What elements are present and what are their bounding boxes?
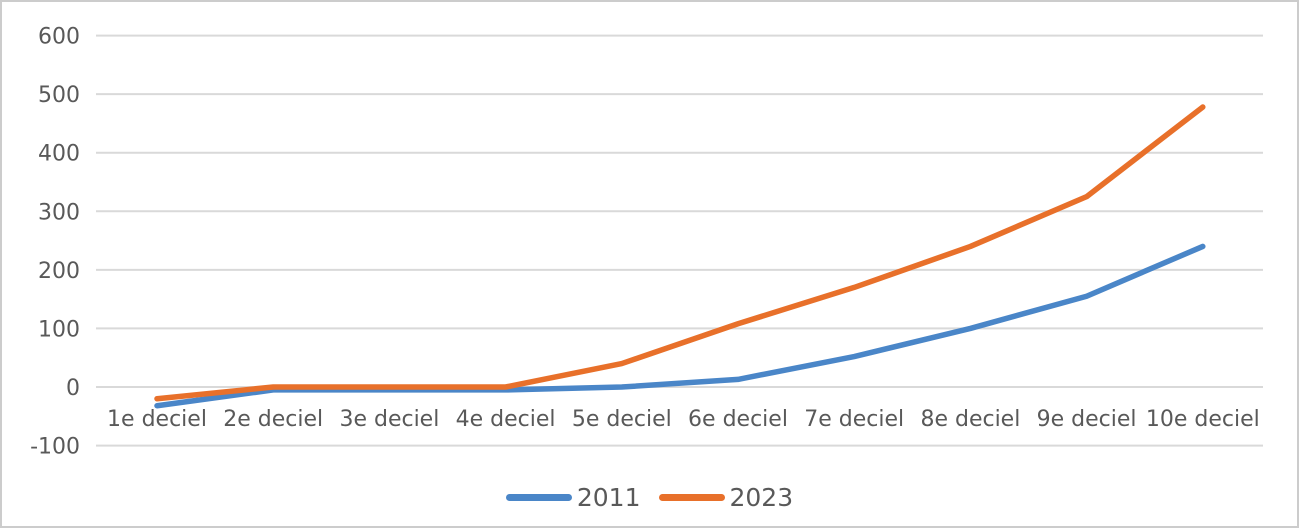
x-category-label: 1e deciel — [107, 407, 207, 432]
y-tick-label: 0 — [66, 376, 80, 401]
y-tick-label: 600 — [38, 25, 80, 50]
y-tick-label: 400 — [38, 142, 80, 167]
y-tick-label: -100 — [30, 435, 80, 460]
x-category-label: 7e deciel — [804, 407, 904, 432]
x-category-label: 4e deciel — [456, 407, 556, 432]
y-tick-label: 200 — [38, 259, 80, 284]
x-category-label: 2e deciel — [223, 407, 323, 432]
x-category-label: 8e deciel — [920, 407, 1020, 432]
legend-line-swatch-2011 — [505, 494, 572, 501]
y-tick-label: 100 — [38, 317, 80, 342]
x-category-label: 5e deciel — [572, 407, 672, 432]
x-category-label: 9e deciel — [1037, 407, 1137, 432]
x-category-label: 10e deciel — [1146, 407, 1260, 432]
x-category-label: 3e deciel — [339, 407, 439, 432]
legend-label-2023: 2023 — [729, 483, 794, 512]
legend-line-swatch-2023 — [658, 494, 725, 501]
legend: 2011 2023 — [2, 485, 1297, 510]
series-line-2011[interactable] — [154, 243, 1206, 409]
legend-item-2011[interactable]: 2011 — [505, 483, 641, 512]
y-tick-label: 300 — [38, 200, 80, 225]
legend-label-2011: 2011 — [576, 483, 641, 512]
series-line-2023[interactable] — [154, 104, 1206, 402]
legend-item-2023[interactable]: 2023 — [658, 483, 794, 512]
x-category-label: 6e deciel — [688, 407, 788, 432]
y-tick-label: 500 — [38, 83, 80, 108]
